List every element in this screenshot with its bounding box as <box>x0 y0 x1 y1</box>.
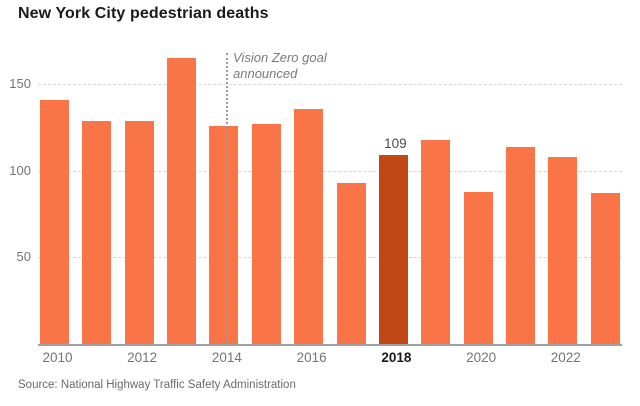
x-tick-2012: 2012 <box>127 350 158 365</box>
gridline-50 <box>38 257 622 259</box>
x-tick-2022: 2022 <box>550 350 581 365</box>
annotation-line-2: announced <box>233 66 298 81</box>
bar-2016 <box>294 108 324 344</box>
y-tick-50: 50 <box>16 249 31 265</box>
x-axis-line <box>38 344 622 346</box>
bar-2020 <box>463 191 493 344</box>
chart-title: New York City pedestrian deaths <box>18 5 269 22</box>
x-tick-2010: 2010 <box>42 350 73 365</box>
bar-2011 <box>82 120 112 344</box>
x-tick-2018: 2018 <box>381 350 412 365</box>
bar-2013 <box>167 58 197 344</box>
x-tick-2014: 2014 <box>211 350 242 365</box>
y-tick-150: 150 <box>9 76 31 92</box>
value-label-2018: 109 <box>384 136 407 152</box>
y-tick-100: 100 <box>9 162 31 178</box>
bar-2018 <box>378 155 408 344</box>
bar-2023 <box>590 193 620 344</box>
bar-2021 <box>506 146 535 344</box>
x-tick-2016: 2016 <box>296 350 327 365</box>
gridline-150 <box>38 84 622 86</box>
bar-2010 <box>40 99 69 344</box>
gridline-100 <box>38 170 622 172</box>
bar-2012 <box>124 120 154 344</box>
bar-2022 <box>548 157 578 344</box>
vision-zero-annotation: Vision Zero goal announced <box>233 50 327 82</box>
bar-2014 <box>209 125 239 344</box>
vision-zero-refline <box>225 53 228 344</box>
bar-2017 <box>336 183 366 344</box>
x-tick-2020: 2020 <box>466 350 497 365</box>
source-note: Source: National Highway Traffic Safety … <box>18 379 296 391</box>
bar-2015 <box>251 124 281 344</box>
bar-2019 <box>421 139 451 344</box>
annotation-line-1: Vision Zero goal <box>233 50 327 65</box>
